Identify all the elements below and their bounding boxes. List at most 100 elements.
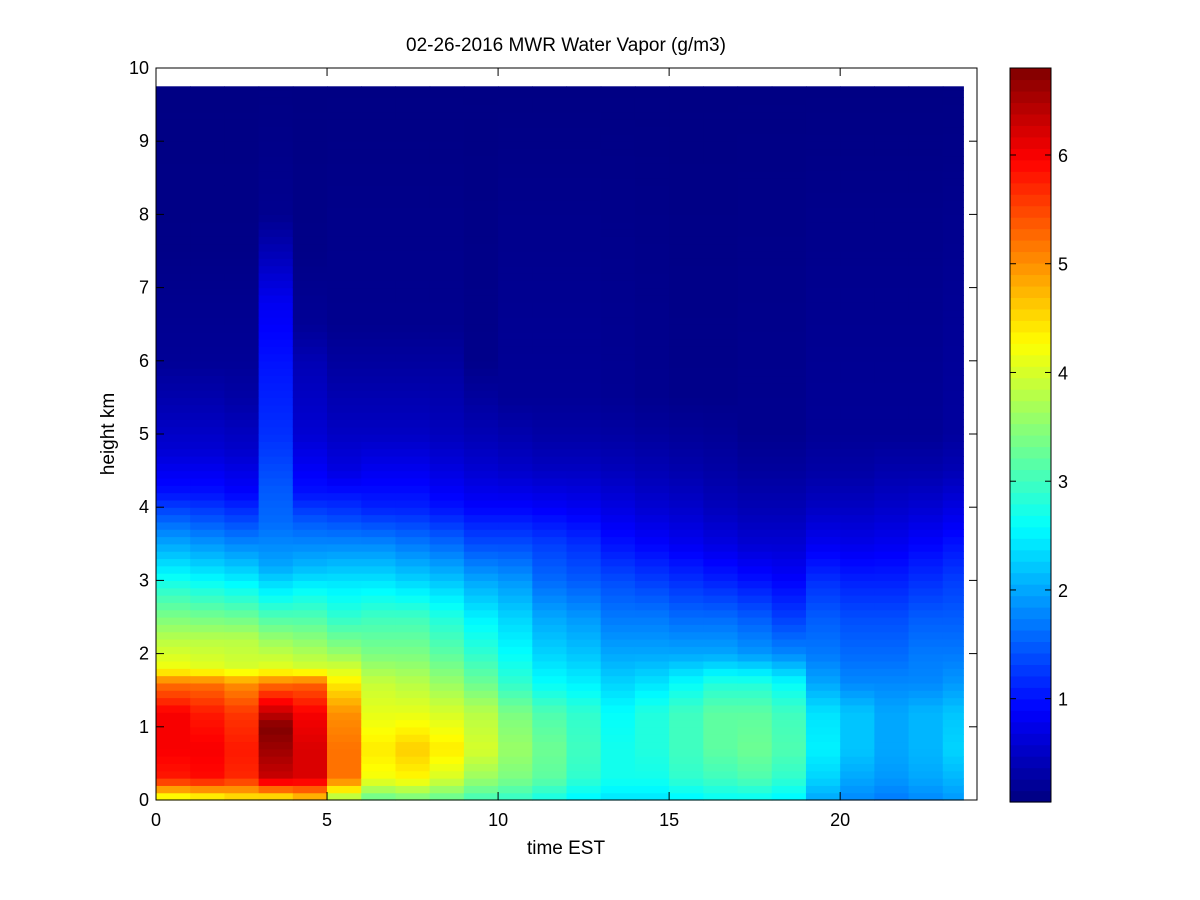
heatmap-cell bbox=[292, 609, 328, 618]
heatmap-cell bbox=[908, 221, 944, 230]
heatmap-cell bbox=[942, 119, 964, 128]
heatmap-cell bbox=[224, 119, 260, 128]
heatmap-cell bbox=[703, 682, 739, 691]
heatmap-cell bbox=[463, 536, 499, 545]
heatmap-cell bbox=[156, 104, 191, 113]
heatmap-cell bbox=[429, 309, 465, 318]
heatmap-cell bbox=[463, 185, 499, 194]
heatmap-cell bbox=[395, 302, 431, 311]
heatmap-cell bbox=[566, 587, 602, 596]
heatmap-cell bbox=[498, 272, 533, 281]
heatmap-cell bbox=[737, 668, 773, 677]
heatmap-cell bbox=[840, 375, 875, 384]
heatmap-cell bbox=[703, 602, 739, 611]
heatmap-cell bbox=[874, 631, 910, 640]
heatmap-cell bbox=[258, 573, 294, 581]
heatmap-cell bbox=[840, 185, 875, 194]
heatmap-cell bbox=[258, 368, 294, 377]
heatmap-cell bbox=[224, 558, 260, 567]
heatmap-cell bbox=[805, 551, 841, 560]
heatmap-cell bbox=[395, 719, 431, 728]
heatmap-cell bbox=[874, 346, 910, 355]
heatmap-cell bbox=[258, 419, 294, 428]
colorbar-tick-label: 5 bbox=[1058, 255, 1068, 275]
heatmap-cell bbox=[908, 441, 944, 450]
heatmap-cell bbox=[874, 580, 910, 589]
heatmap-cell bbox=[327, 375, 362, 384]
heatmap-cell bbox=[190, 434, 226, 442]
heatmap-cell bbox=[532, 617, 568, 625]
heatmap-cell bbox=[190, 792, 226, 801]
heatmap-cell bbox=[805, 704, 841, 713]
heatmap-cell bbox=[156, 675, 191, 684]
y-tick-label: 9 bbox=[139, 131, 149, 151]
heatmap-cell bbox=[703, 477, 739, 486]
heatmap-cell bbox=[190, 280, 226, 289]
heatmap-cell bbox=[292, 778, 328, 786]
heatmap-cell bbox=[566, 529, 602, 538]
heatmap-cell bbox=[566, 631, 602, 640]
heatmap-cell bbox=[669, 726, 704, 735]
heatmap-cell bbox=[566, 521, 602, 530]
heatmap-cell bbox=[190, 719, 226, 728]
heatmap-cell bbox=[327, 660, 362, 669]
heatmap-cell bbox=[156, 229, 191, 237]
heatmap-cell bbox=[600, 712, 636, 721]
heatmap-cell bbox=[224, 668, 260, 677]
heatmap-cell bbox=[805, 368, 841, 377]
heatmap-cell bbox=[600, 565, 636, 574]
heatmap-cell bbox=[737, 653, 773, 662]
heatmap-cell bbox=[224, 302, 260, 311]
y-tick-label: 10 bbox=[129, 58, 149, 78]
heatmap-cell bbox=[771, 514, 807, 523]
heatmap-cell bbox=[703, 507, 739, 516]
heatmap-cell bbox=[566, 214, 602, 223]
heatmap-cell bbox=[566, 507, 602, 516]
heatmap-cell bbox=[327, 111, 362, 120]
heatmap-cell bbox=[532, 507, 568, 516]
heatmap-cell bbox=[258, 229, 294, 237]
heatmap-cell bbox=[703, 294, 739, 303]
heatmap-cell bbox=[908, 331, 944, 340]
heatmap-cell bbox=[737, 412, 773, 420]
heatmap-cell bbox=[669, 756, 704, 764]
heatmap-cell bbox=[361, 375, 397, 384]
heatmap-cell bbox=[429, 624, 465, 633]
heatmap-cell bbox=[224, 397, 260, 406]
heatmap-cell bbox=[737, 207, 773, 215]
heatmap-cell bbox=[327, 229, 362, 237]
heatmap-cell bbox=[532, 111, 568, 120]
heatmap-cell bbox=[908, 770, 944, 779]
heatmap-cell bbox=[463, 719, 499, 728]
heatmap-cell bbox=[361, 785, 397, 794]
heatmap-cell bbox=[908, 558, 944, 567]
heatmap-cell bbox=[361, 646, 397, 655]
heatmap-cell bbox=[429, 499, 465, 508]
heatmap-cell bbox=[600, 521, 636, 530]
heatmap-cell bbox=[327, 287, 362, 296]
heatmap-cell bbox=[840, 133, 875, 142]
heatmap-cell bbox=[874, 602, 910, 611]
heatmap-cell bbox=[532, 353, 568, 362]
heatmap-cell bbox=[703, 499, 739, 508]
heatmap-cell bbox=[190, 617, 226, 625]
heatmap-cell bbox=[224, 660, 260, 669]
heatmap-cell bbox=[600, 653, 636, 662]
heatmap-cell bbox=[498, 251, 533, 259]
heatmap-cell bbox=[669, 734, 704, 743]
heatmap-cell bbox=[942, 412, 964, 420]
heatmap-cell bbox=[258, 704, 294, 713]
heatmap-cell bbox=[156, 507, 191, 516]
heatmap-cell bbox=[669, 412, 704, 420]
heatmap-cell bbox=[395, 638, 431, 647]
heatmap-cell bbox=[942, 265, 964, 274]
heatmap-cell bbox=[327, 221, 362, 230]
heatmap-cell bbox=[805, 324, 841, 333]
heatmap-cell bbox=[395, 558, 431, 567]
heatmap-cell bbox=[874, 368, 910, 377]
heatmap-cell bbox=[224, 675, 260, 684]
heatmap-cell bbox=[840, 653, 875, 662]
heatmap-cell bbox=[361, 170, 397, 179]
heatmap-cell bbox=[600, 353, 636, 362]
colorbar-step bbox=[1010, 308, 1051, 321]
